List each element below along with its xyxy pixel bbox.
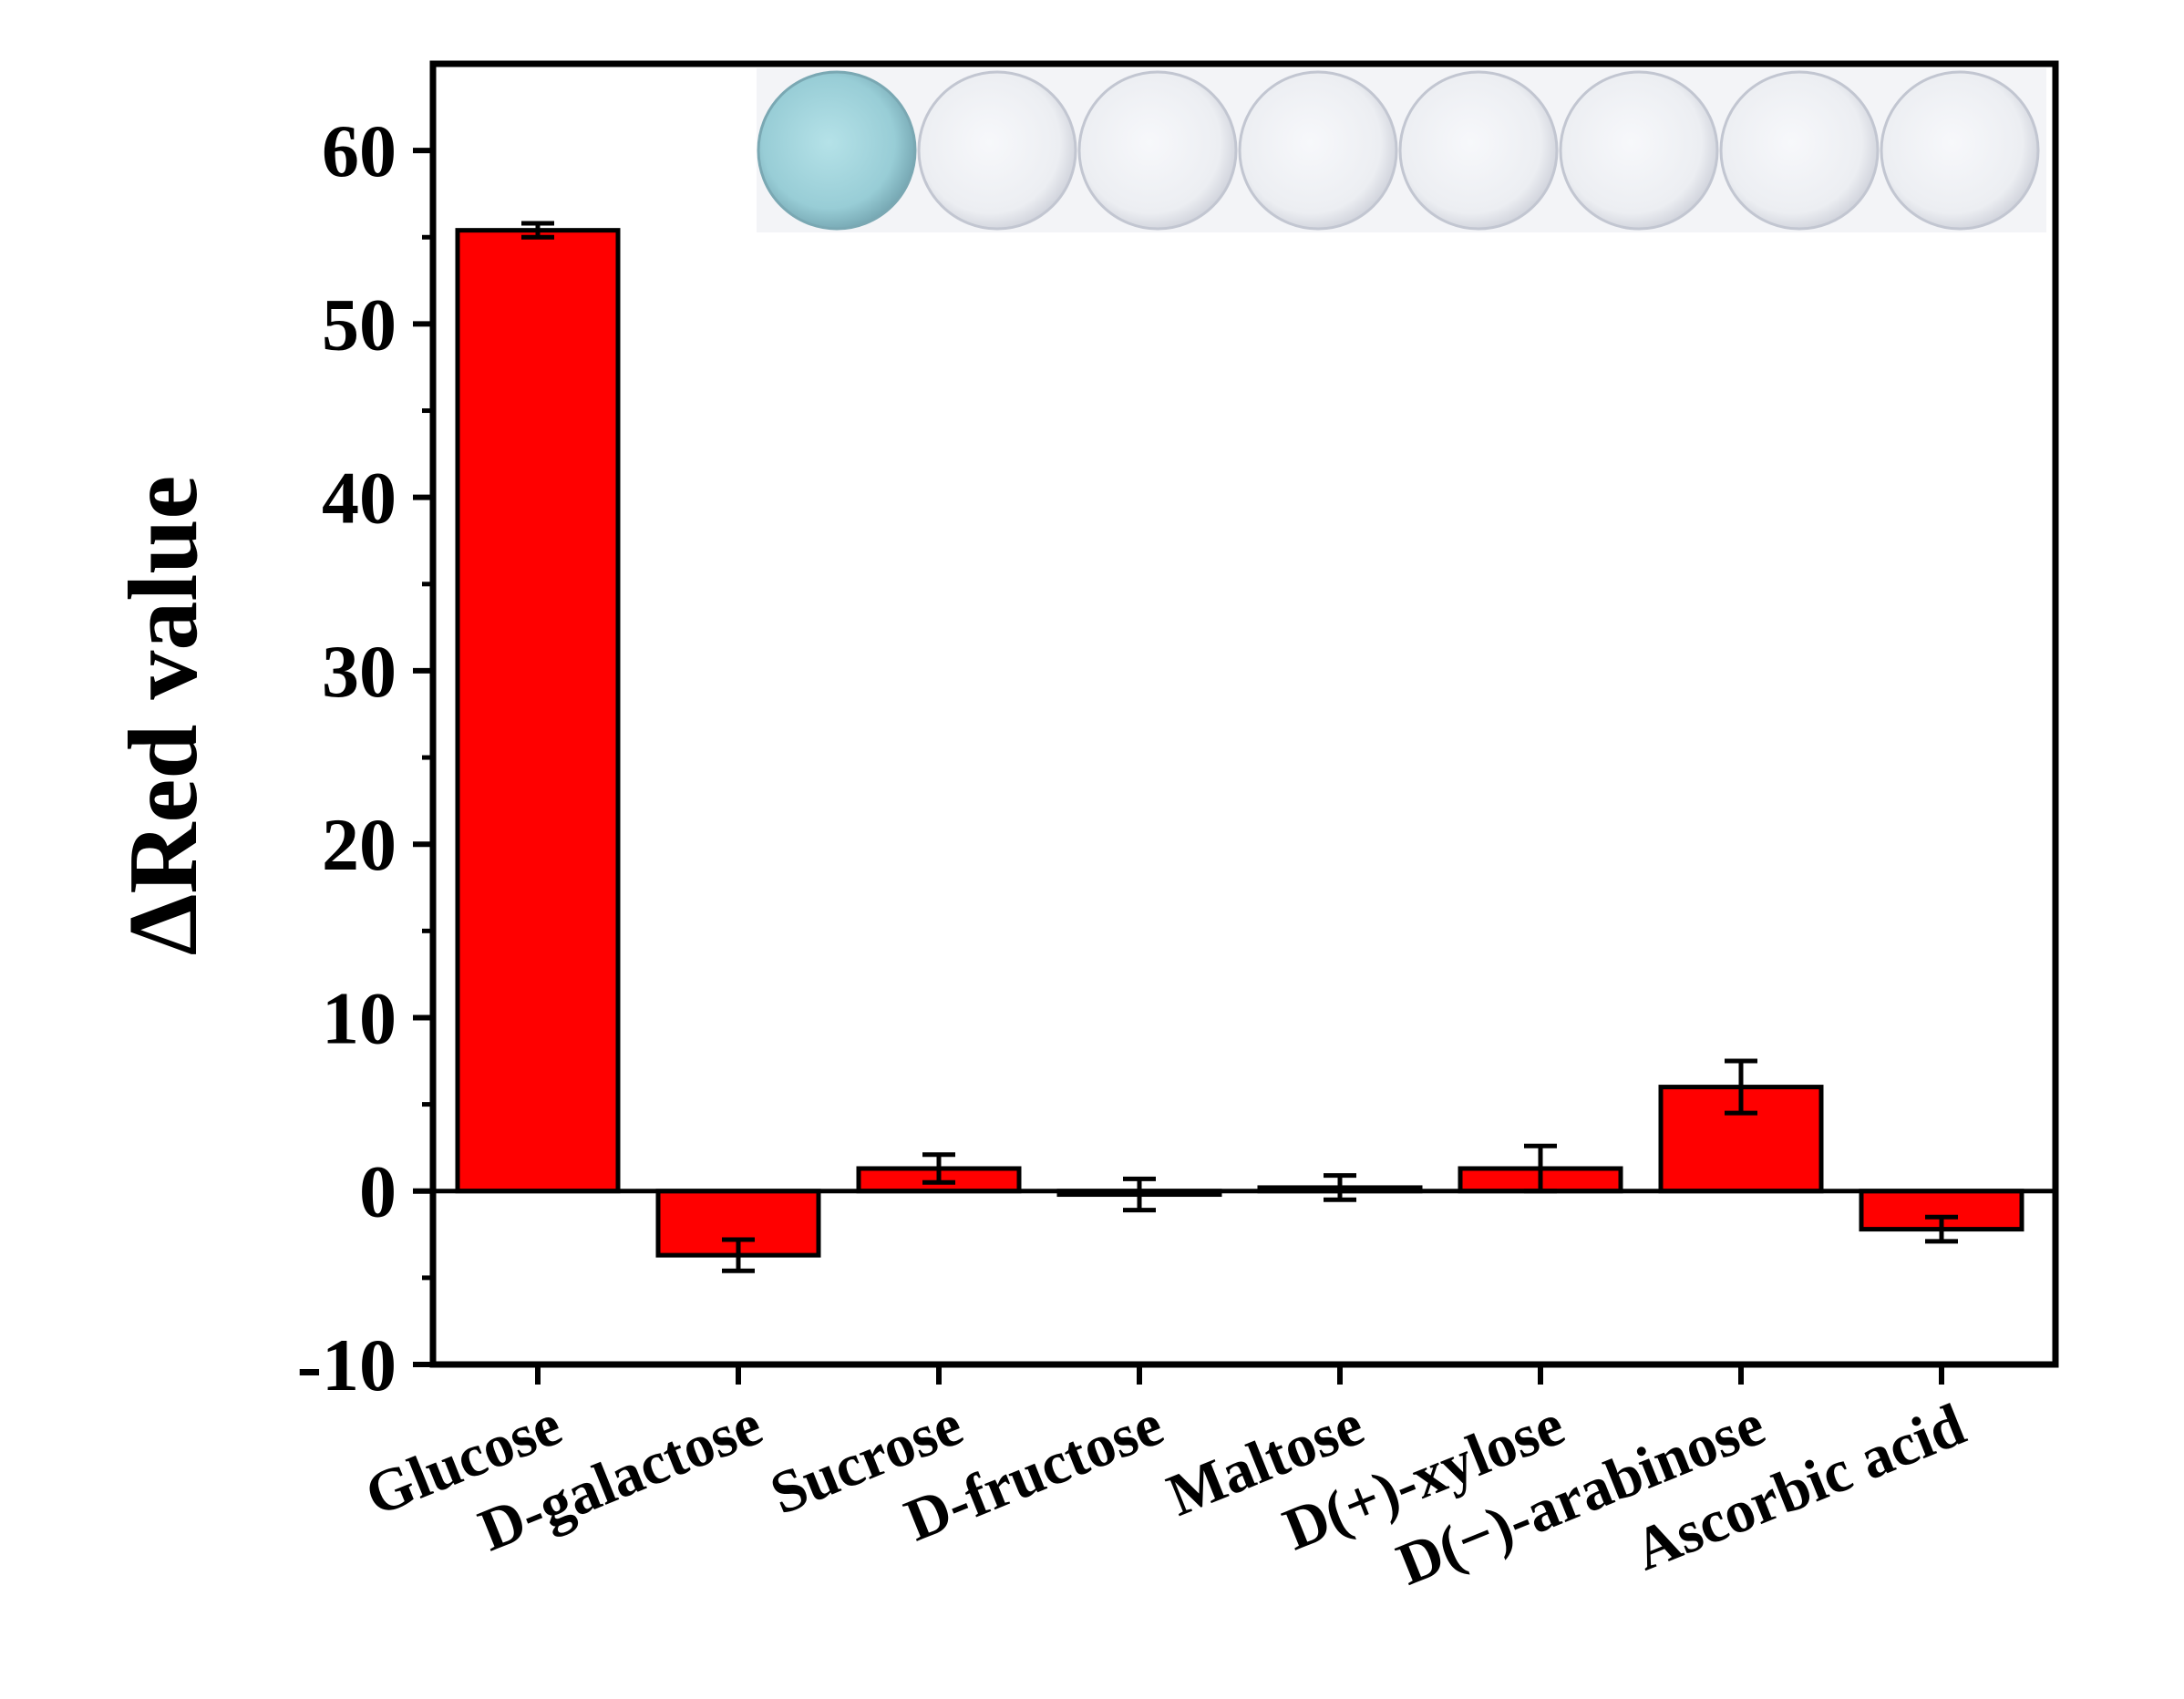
y-tick-label: 20 xyxy=(322,803,397,886)
white-test-disc xyxy=(1880,70,2040,231)
white-test-disc xyxy=(917,70,1077,231)
bar xyxy=(455,228,621,1194)
y-tick-label: 0 xyxy=(359,1150,397,1233)
y-axis-title: ΔRed value xyxy=(109,476,218,956)
y-tick-label: 40 xyxy=(322,457,397,540)
error-bar xyxy=(1925,1214,1958,1244)
y-tick-label: 60 xyxy=(322,109,397,192)
y-tick-label: 10 xyxy=(322,976,397,1059)
error-bar xyxy=(1725,1058,1757,1116)
inset-photo-strip xyxy=(757,68,2046,232)
white-test-disc xyxy=(1719,70,1880,231)
blue-test-disc xyxy=(757,70,917,231)
error-bar xyxy=(722,1237,755,1273)
error-bar xyxy=(922,1152,955,1185)
plot-frame xyxy=(429,60,2059,1368)
white-test-disc xyxy=(1238,70,1398,231)
y-tick-label: 30 xyxy=(322,630,397,713)
white-test-disc xyxy=(1398,70,1559,231)
white-test-disc xyxy=(1077,70,1238,231)
y-tick-label: -10 xyxy=(297,1323,397,1406)
error-bar xyxy=(1324,1173,1356,1202)
white-test-disc xyxy=(1559,70,1719,231)
error-bar xyxy=(521,221,554,240)
y-tick-label: 50 xyxy=(322,283,397,366)
error-bar xyxy=(1123,1176,1156,1213)
